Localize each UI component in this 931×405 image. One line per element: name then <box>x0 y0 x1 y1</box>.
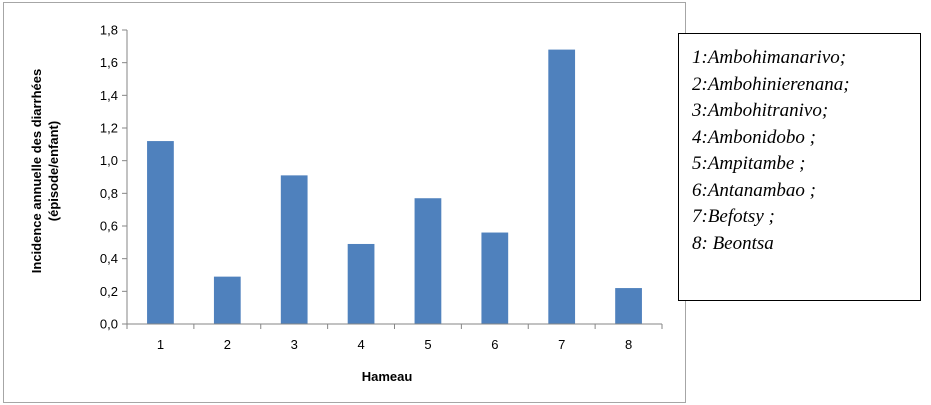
x-axis-title: Hameau <box>362 369 413 384</box>
x-tick-label: 2 <box>224 337 231 352</box>
legend-item: 6:Antanambao ; <box>692 179 817 201</box>
y-tick-label: 0,8 <box>100 186 118 201</box>
x-tick-label: 1 <box>157 337 164 352</box>
y-tick-label: 1,0 <box>100 153 118 168</box>
legend-item: 1:Ambohimanarivo; <box>692 47 847 68</box>
bar <box>414 198 442 324</box>
bar <box>280 175 308 324</box>
bar <box>213 276 241 324</box>
y-tick-label: 1,2 <box>100 121 118 136</box>
x-tick-label: 5 <box>424 337 431 352</box>
x-tick-label: 8 <box>625 337 632 352</box>
y-tick-label: 1,8 <box>100 23 118 38</box>
bar <box>347 243 375 324</box>
x-tick-label: 6 <box>491 337 498 352</box>
legend-item: 2:Ambohinierenana; <box>692 73 850 95</box>
legend-box: 1:Ambohimanarivo; 2:Ambohinierenana; 3:A… <box>678 33 921 301</box>
x-tick-label: 4 <box>357 337 364 352</box>
legend-item: 4:Ambonidobo ; <box>692 126 817 148</box>
legend-item: 7:Befotsy ; <box>692 206 775 227</box>
y-axis-title-line2: (épisode/enfant) <box>46 121 61 221</box>
y-tick-label: 0,6 <box>100 219 118 234</box>
legend-item: 5:Ampitambe ; <box>692 153 806 174</box>
bar-chart: 0,0 0,2 0,4 0,6 0,8 1,0 1,2 1,4 1,6 1,8 1 2 3 4 5 6 7 8 I… <box>29 23 663 384</box>
legend-item: 8: Beontsa <box>692 232 774 254</box>
bar <box>615 288 642 324</box>
x-tick-label: 3 <box>291 337 298 352</box>
chart-area: 0,0 0,2 0,4 0,6 0,8 1,0 1,2 1,4 1,6 1,8 1 2 3 4 5 6 7 8 I… <box>3 2 686 403</box>
bar <box>147 141 174 324</box>
legend-item: 3:Ambohitranivo; <box>692 100 829 121</box>
y-axis-title-line1: Incidence annuelle des diarrhées <box>29 69 44 273</box>
bar <box>548 49 576 324</box>
y-tick-label: 0,4 <box>100 251 118 266</box>
y-tick-label: 0,2 <box>100 284 118 299</box>
y-tick-label: 1,6 <box>100 55 118 70</box>
y-tick-label: 0,0 <box>100 317 118 332</box>
bar <box>481 232 509 324</box>
x-tick-label: 7 <box>558 337 565 352</box>
y-tick-label: 1,4 <box>100 88 118 103</box>
